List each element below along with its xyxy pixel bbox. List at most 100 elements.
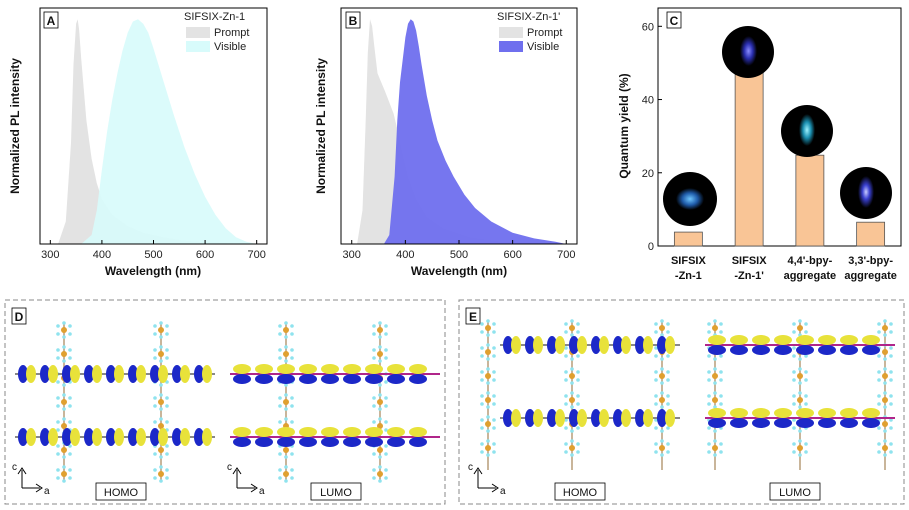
panel-e-homo-lobe-yellow <box>555 409 565 427</box>
panel-e-lumo-lobe-blue <box>752 418 770 428</box>
panel-e-homo-f-atom <box>570 319 574 323</box>
panel-e-lumo-f-atom <box>883 405 887 409</box>
panel-d-homo-f-atom <box>68 324 72 328</box>
panel-d-lumo-lobe-yellow <box>343 427 361 437</box>
panel-b-xticks: 300 400 500 600 700 <box>343 240 575 261</box>
panel-e-lumo-lobe-yellow <box>818 408 836 418</box>
panel-e-lumo-si-atom <box>882 397 888 403</box>
panel-e-homo-f-atom <box>480 354 484 358</box>
panel-e-homo-f-atom <box>492 370 496 374</box>
panel-e-lumo-f-atom <box>713 439 717 443</box>
panel-e-homo-f-atom <box>564 322 568 326</box>
panel-e-lumo-lobe-blue <box>730 418 748 428</box>
panel-c-label-box <box>666 11 682 29</box>
panel-a-series-visible <box>81 19 257 245</box>
panel-d-lumo-si-atom <box>377 351 383 357</box>
panel-c-bar <box>673 231 703 247</box>
panel-e-homo-f-atom <box>570 391 574 395</box>
panel-e-homo-lobe-blue <box>569 336 579 354</box>
panel-e-lumo-f-atom <box>792 330 796 334</box>
panel-e-lumo-f-atom <box>804 370 808 374</box>
panel-d-lumo-f-atom <box>278 396 282 400</box>
panel-e-lumo-f-atom <box>719 450 723 454</box>
panel-d-lumo-f-atom <box>372 332 376 336</box>
panel-d-lumo-f-atom <box>284 321 288 325</box>
panel-c-ytick-label: 0 <box>648 241 654 253</box>
panel-e-homo-lobe-yellow <box>511 336 521 354</box>
panel-e-lumo-f-atom <box>889 354 893 358</box>
panel-e-lumo-f-atom <box>877 450 881 454</box>
panel-e-lumo-f-atom <box>798 439 802 443</box>
panel-e-homo-f-atom <box>570 333 574 337</box>
panel-d-lumo-f-atom <box>290 332 294 336</box>
panel-e-lumo-f-atom <box>889 378 893 382</box>
panel-d-homo-f-atom <box>56 404 60 408</box>
panel-e-homo-si-atom <box>569 397 575 403</box>
panel-e-lumo-f-atom <box>889 322 893 326</box>
panel-e-homo-si-atom <box>485 373 491 379</box>
panel-d-lumo-f-atom <box>384 428 388 432</box>
panel-e-homo-f-atom <box>486 429 490 433</box>
panel-d-lumo-lobe-yellow <box>343 364 361 374</box>
panel-d-homo-label: HOMO <box>104 487 139 499</box>
panel-e-lumo-f-atom <box>883 333 887 337</box>
panel-e-lumo-f-atom <box>792 450 796 454</box>
panel-d-homo-lobe-yellow <box>114 365 124 383</box>
panel-e-homo-f-atom <box>666 442 670 446</box>
panel-d-lumo-f-atom <box>278 420 282 424</box>
panel-e-homo-f-atom <box>570 453 574 457</box>
panel-d-lumo-f-atom <box>278 332 282 336</box>
panel-d-homo-lobe-yellow <box>114 428 124 446</box>
panel-a-legend-visible: Visible <box>214 41 246 53</box>
panel-a-series-prompt <box>58 19 257 245</box>
panel-e-homo-f-atom <box>564 426 568 430</box>
panel-e-homo-f-atom <box>492 426 496 430</box>
panel-d-homo-f-atom <box>56 452 60 456</box>
panel-d-homo-f-atom <box>62 359 66 363</box>
panel-d-axis-c: c <box>12 462 17 473</box>
panel-d-axis-arrows <box>17 467 43 493</box>
panel-e-homo-f-atom <box>492 378 496 382</box>
panel-d-label-box <box>11 307 27 325</box>
panel-e-homo-f-atom <box>564 442 568 446</box>
panel-e-homo-f-atom <box>486 319 490 323</box>
panel-d-lumo-lobe-yellow <box>233 364 251 374</box>
panel-d-lumo-f-atom <box>372 348 376 352</box>
panel-d-lumo-lobe-yellow <box>255 364 273 374</box>
panel-e-homo-lobe-yellow <box>533 336 543 354</box>
panel-e-lumo-lobe-yellow <box>818 335 836 345</box>
panel-e-homo-f-atom <box>492 354 496 358</box>
panel-e-lumo-si-atom <box>712 373 718 379</box>
panel-d-lumo-f-atom <box>384 332 388 336</box>
panel-e-homo-f-atom <box>654 426 658 430</box>
panel-e-lumo-f-atom <box>719 370 723 374</box>
panel-d-lumo-f-atom <box>278 468 282 472</box>
panel-c-bars <box>673 71 886 247</box>
panel-e-homo-f-atom <box>666 426 670 430</box>
panel-d-homo-lobe-yellow <box>26 365 36 383</box>
panel-d-lumo-f-atom <box>378 465 382 469</box>
panel-d-lumo-f-atom <box>384 396 388 400</box>
panel-e-homo-f-atom <box>576 402 580 406</box>
panel-e-homo-f-atom <box>666 330 670 334</box>
panel-e-homo-f-atom <box>486 333 490 337</box>
panel-e-homo-si-atom <box>659 325 665 331</box>
panel-d-homo-f-atom <box>159 321 163 325</box>
panel-d-homo-f-atom <box>68 404 72 408</box>
panel-e-lumo-f-atom <box>883 367 887 371</box>
panel-e-homo-f-atom <box>660 391 664 395</box>
panel-e-homo-f-atom <box>666 354 670 358</box>
panel-e-homo-f-atom <box>480 442 484 446</box>
panel-d-homo-f-atom <box>159 417 163 421</box>
panel-e-homo-lobe-blue <box>613 336 623 354</box>
panel-e-lumo-si-atom <box>882 325 888 331</box>
panel-d-lumo-f-atom <box>372 468 376 472</box>
panel-e-lumo-f-atom <box>707 426 711 430</box>
panel-e-homo-lobe-yellow <box>599 336 609 354</box>
panel-e-lumo-f-atom <box>792 402 796 406</box>
panel-d-homo-f-atom <box>56 332 60 336</box>
panel-d-lumo-f-atom <box>378 455 382 459</box>
panel-d-homo-lobe-yellow <box>70 428 80 446</box>
panel-e-lumo-f-atom <box>889 346 893 350</box>
panel-e-homo-lobe-blue <box>547 409 557 427</box>
